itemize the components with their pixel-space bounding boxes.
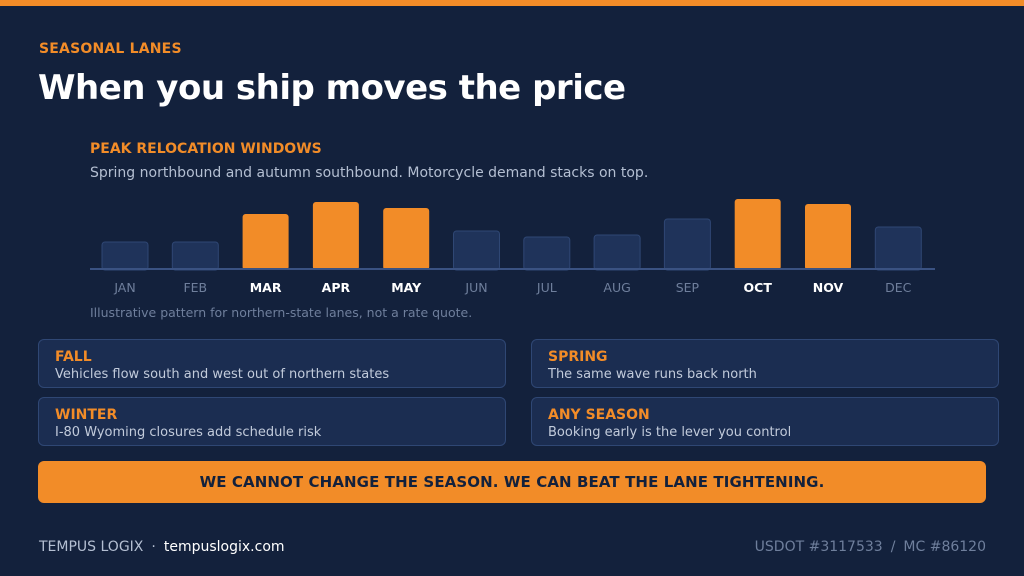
callout-banner: WE CANNOT CHANGE THE SEASON. WE CAN BEAT…	[38, 461, 986, 503]
footer-separator: ·	[151, 539, 156, 555]
footer-registration: USDOT #3117533 / MC #86120	[755, 539, 986, 555]
tick-label-nov: NOV	[813, 280, 844, 295]
tick-label-jan: JAN	[113, 280, 135, 295]
callout-text: WE CANNOT CHANGE THE SEASON. WE CAN BEAT…	[199, 473, 825, 491]
card-any-season: ANY SEASON Booking early is the lever yo…	[531, 397, 999, 446]
tick-label-aug: AUG	[603, 280, 630, 295]
tick-label-may: MAY	[391, 280, 422, 295]
chart-title: PEAK RELOCATION WINDOWS	[90, 141, 322, 157]
tick-label-dec: DEC	[885, 280, 912, 295]
tick-label-oct: OCT	[744, 280, 773, 295]
bar-nov	[805, 204, 851, 270]
footer-brand: TEMPUS LOGIX · tempuslogix.com	[39, 539, 285, 555]
bar-jan	[101, 241, 149, 271]
tick-label-jun: JUN	[464, 280, 487, 295]
card-spring: SPRING The same wave runs back north	[531, 339, 999, 388]
card-text: The same wave runs back north	[548, 367, 757, 382]
eyebrow-label: SEASONAL LANES	[39, 41, 182, 57]
bar-jun	[453, 230, 500, 271]
card-winter: WINTER I-80 Wyoming closures add schedul…	[38, 397, 506, 446]
page-title: When you ship moves the price	[38, 68, 626, 108]
monthly-demand-chart: JAN FEB MAR APR MAY JUN JUL AUG SEP OCT NOV DEC	[90, 199, 935, 295]
card-title: ANY SEASON	[548, 407, 650, 423]
bar-jul	[523, 236, 571, 271]
bar-apr	[312, 202, 359, 270]
footer-divider: /	[890, 539, 896, 555]
bar-feb	[171, 241, 219, 271]
bar-sep	[663, 218, 711, 271]
card-text: Booking early is the lever you control	[548, 425, 792, 440]
bar-oct	[734, 199, 781, 270]
tick-label-mar: MAR	[250, 280, 282, 295]
card-fall: FALL Vehicles flow south and west out of…	[38, 339, 506, 388]
tick-label-apr: APR	[322, 280, 351, 295]
tick-label-feb: FEB	[183, 280, 207, 295]
bar-dec	[874, 226, 922, 271]
bar-aug	[593, 234, 641, 271]
bar-mar	[242, 214, 289, 270]
footer-url: tempuslogix.com	[163, 539, 285, 555]
card-text: Vehicles flow south and west out of nort…	[55, 367, 390, 382]
card-title: WINTER	[55, 407, 118, 423]
chart-note: Illustrative pattern for northern-state …	[90, 305, 473, 320]
tick-label-jul: JUL	[536, 280, 557, 295]
bar-may	[383, 208, 430, 270]
footer-usdot: USDOT #3117533	[754, 539, 883, 555]
card-title: FALL	[55, 349, 92, 365]
tick-label-sep: SEP	[676, 280, 700, 295]
footer-brand-name: TEMPUS LOGIX	[39, 539, 144, 555]
chart-subtitle: Spring northbound and autumn southbound.…	[90, 165, 649, 181]
card-title: SPRING	[548, 349, 608, 365]
top-accent-stripe	[0, 0, 1024, 6]
card-text: I-80 Wyoming closures add schedule risk	[55, 425, 322, 440]
footer-mc: MC #86120	[903, 539, 986, 555]
